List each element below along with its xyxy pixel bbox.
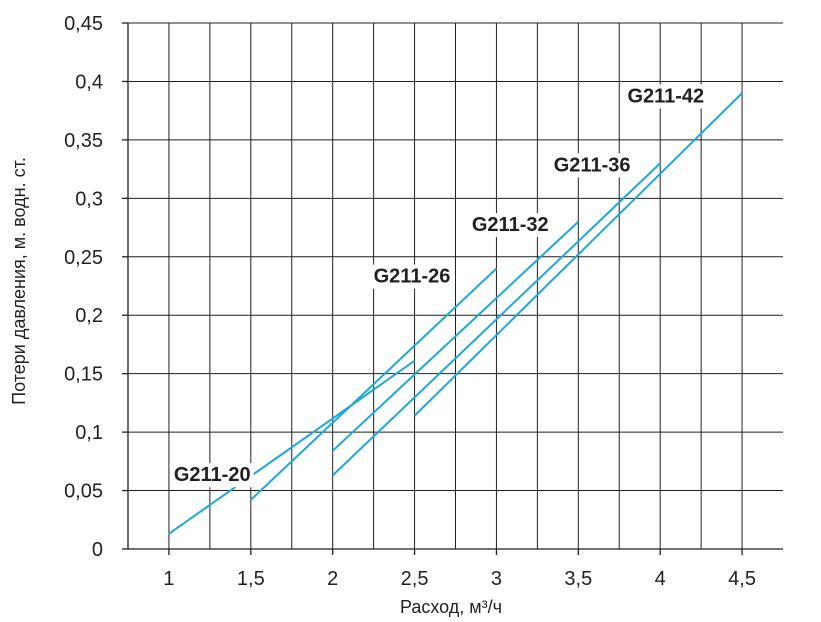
- series-label-background: [468, 213, 552, 238]
- x-tick-label: 1,5: [237, 568, 265, 590]
- y-tick-label: 0,25: [64, 247, 103, 269]
- x-tick-label: 2,5: [401, 568, 429, 590]
- series-label-background: [550, 153, 634, 178]
- x-tick-label: 1: [163, 568, 174, 590]
- series-line-g211-26: [250, 267, 498, 501]
- series-labels: G211-20 G211-26 G211-32 G211-36 G211-42: [170, 84, 708, 488]
- y-tick-label: 0,3: [75, 188, 103, 210]
- series-label-background: [624, 84, 708, 109]
- series-line-g211-32: [332, 220, 579, 452]
- y-tick-label: 0,4: [75, 71, 103, 93]
- series-label-g211-20: G211-20: [174, 464, 251, 486]
- axes: [122, 22, 783, 555]
- series-line-g211-20: [168, 359, 416, 535]
- series-label-g211-32: G211-32: [472, 214, 549, 236]
- x-tick-labels: 1 1,5 2 2,5 3 3,5 4 4,5: [163, 568, 756, 590]
- series-line-g211-36: [331, 162, 661, 477]
- y-tick-label: 0,15: [64, 364, 103, 386]
- series-label-g211-42: G211-42: [627, 85, 704, 107]
- series-label-background: [370, 264, 454, 289]
- y-tick-label: 0,2: [75, 305, 103, 327]
- y-tick-label: 0,45: [64, 13, 103, 35]
- x-axis-title: Расход, м³/ч: [400, 597, 502, 617]
- y-tick-label: 0,35: [64, 130, 103, 152]
- x-tick-label: 2: [327, 568, 338, 590]
- series-lines: [168, 92, 743, 535]
- series-label-g211-26: G211-26: [374, 265, 451, 287]
- y-tick-label: 0,05: [64, 481, 103, 503]
- x-tick-label: 3: [491, 568, 502, 590]
- x-tick-label: 4: [655, 568, 666, 590]
- grid: [128, 22, 783, 550]
- y-tick-label: 0,1: [75, 422, 103, 444]
- x-tick-label: 4,5: [728, 568, 756, 590]
- series-line-g211-42: [413, 92, 743, 417]
- y-axis-title: Потери давления, м. водн. ст.: [9, 157, 29, 405]
- y-tick-label: 0: [92, 539, 103, 561]
- x-tick-label: 3,5: [564, 568, 592, 590]
- y-tick-labels: 0 0,05 0,1 0,15 0,2 0,25 0,3 0,35 0,4 0,45: [64, 13, 103, 561]
- series-label-background: [170, 463, 254, 488]
- series-label-g211-36: G211-36: [554, 154, 631, 176]
